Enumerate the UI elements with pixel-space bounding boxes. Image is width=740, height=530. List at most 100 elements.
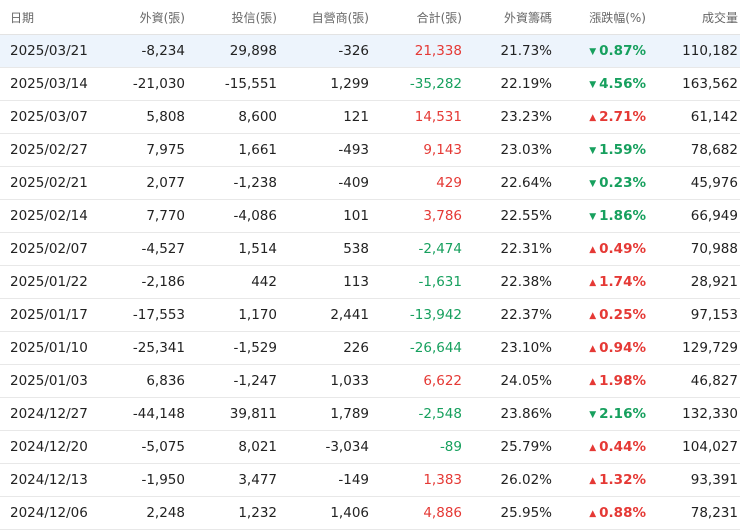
change-cell: ▲ 0.94%	[554, 331, 648, 365]
table-row[interactable]: 2025/01/10 -25,341 -1,529 226 -26,644 23.10% ▲…	[0, 331, 740, 365]
foreign-cell: -44,148	[100, 397, 187, 431]
total-cell: -89	[371, 430, 464, 464]
foreign-cell: -17,553	[100, 298, 187, 332]
date-cell: 2025/01/17	[0, 298, 100, 332]
table-row[interactable]: 2025/01/17 -17,553 1,170 2,441 -13,942 22.37%…	[0, 298, 740, 332]
foreign-ratio-cell: 22.38%	[464, 265, 554, 299]
table-row[interactable]: 2024/12/27 -44,148 39,811 1,789 -2,548 23.86%…	[0, 397, 740, 431]
table-row[interactable]: 2024/12/13 -1,950 3,477 -149 1,383 26.02% ▲ 1.3…	[0, 463, 740, 497]
table-row[interactable]: 2025/02/07 -4,527 1,514 538 -2,474 22.31% ▲ 0.4…	[0, 232, 740, 266]
volume-cell: 70,988	[648, 232, 740, 266]
change-cell: ▼ 2.16%	[554, 397, 648, 431]
total-cell: -26,644	[371, 331, 464, 365]
triangle-up-icon: ▲	[589, 245, 597, 255]
dealer-cell: 1,789	[279, 397, 371, 431]
change-cell: ▲ 1.32%	[554, 463, 648, 497]
trust-cell: 3,477	[187, 463, 279, 497]
volume-cell: 163,562	[648, 67, 740, 101]
foreign-cell: -21,030	[100, 67, 187, 101]
foreign-ratio-cell: 25.95%	[464, 496, 554, 530]
table-row[interactable]: 2025/02/21 2,077 -1,238 -409 429 22.64% ▼ 0.23%…	[0, 166, 740, 200]
triangle-up-icon: ▲	[589, 278, 597, 288]
triangle-down-icon: ▼	[589, 47, 597, 57]
date-cell: 2025/02/27	[0, 133, 100, 167]
foreign-cell: -4,527	[100, 232, 187, 266]
foreign-cell: 7,770	[100, 199, 187, 233]
change-value: 0.25%	[599, 307, 646, 323]
dealer-cell: 226	[279, 331, 371, 365]
header-date[interactable]: 日期	[0, 0, 100, 35]
trust-cell: 8,600	[187, 100, 279, 134]
header-row: 日期 外資(張) 投信(張) 自營商(張) 合計(張) 外資籌碼 漲跌幅(%) …	[0, 0, 740, 35]
trust-cell: 442	[187, 265, 279, 299]
total-cell: -1,631	[371, 265, 464, 299]
dealer-cell: 1,406	[279, 496, 371, 530]
table-row[interactable]: 2025/02/27 7,975 1,661 -493 9,143 23.03% ▼ 1.59…	[0, 133, 740, 167]
header-trust[interactable]: 投信(張)	[187, 0, 279, 35]
table-row[interactable]: 2025/03/14 -21,030 -15,551 1,299 -35,282 22.1…	[0, 67, 740, 101]
change-cell: ▲ 1.98%	[554, 364, 648, 398]
trust-cell: 1,170	[187, 298, 279, 332]
foreign-ratio-cell: 23.23%	[464, 100, 554, 134]
change-cell: ▼ 0.87%	[554, 34, 648, 68]
change-value: 4.56%	[599, 76, 646, 92]
volume-cell: 45,976	[648, 166, 740, 200]
header-total[interactable]: 合計(張)	[371, 0, 464, 35]
total-cell: 21,338	[371, 34, 464, 68]
foreign-cell: -8,234	[100, 34, 187, 68]
foreign-ratio-cell: 22.64%	[464, 166, 554, 200]
trust-cell: 1,232	[187, 496, 279, 530]
table-row[interactable]: 2024/12/06 2,248 1,232 1,406 4,886 25.95% ▲ 0.8…	[0, 496, 740, 530]
triangle-down-icon: ▼	[589, 146, 597, 156]
table-row[interactable]: 2025/01/03 6,836 -1,247 1,033 6,622 24.05% ▲ 1.…	[0, 364, 740, 398]
foreign-ratio-cell: 25.79%	[464, 430, 554, 464]
foreign-cell: -5,075	[100, 430, 187, 464]
date-cell: 2024/12/13	[0, 463, 100, 497]
table-row[interactable]: 2025/01/22 -2,186 442 113 -1,631 22.38% ▲ 1.74%…	[0, 265, 740, 299]
header-foreign[interactable]: 外資(張)	[100, 0, 187, 35]
trust-cell: -15,551	[187, 67, 279, 101]
foreign-cell: -2,186	[100, 265, 187, 299]
foreign-cell: 7,975	[100, 133, 187, 167]
change-value: 1.59%	[599, 142, 646, 158]
total-cell: -13,942	[371, 298, 464, 332]
volume-cell: 129,729	[648, 331, 740, 365]
volume-cell: 93,391	[648, 463, 740, 497]
foreign-ratio-cell: 22.55%	[464, 199, 554, 233]
dealer-cell: 2,441	[279, 298, 371, 332]
table-row[interactable]: 2025/03/21 -8,234 29,898 -326 21,338 21.73% ▼ 0…	[0, 34, 740, 68]
header-dealer[interactable]: 自營商(張)	[279, 0, 371, 35]
date-cell: 2025/01/03	[0, 364, 100, 398]
foreign-cell: 5,808	[100, 100, 187, 134]
change-value: 0.87%	[599, 43, 646, 59]
dealer-cell: 113	[279, 265, 371, 299]
header-foreign-ratio[interactable]: 外資籌碼	[464, 0, 554, 35]
change-cell: ▲ 2.71%	[554, 100, 648, 134]
header-volume[interactable]: 成交量	[648, 0, 740, 35]
change-value: 1.32%	[599, 472, 646, 488]
foreign-cell: -1,950	[100, 463, 187, 497]
total-cell: -2,548	[371, 397, 464, 431]
foreign-ratio-cell: 22.31%	[464, 232, 554, 266]
change-value: 0.49%	[599, 241, 646, 257]
triangle-down-icon: ▼	[589, 80, 597, 90]
triangle-down-icon: ▼	[589, 410, 597, 420]
dealer-cell: 1,299	[279, 67, 371, 101]
volume-cell: 110,182	[648, 34, 740, 68]
date-cell: 2025/01/22	[0, 265, 100, 299]
table-row[interactable]: 2025/03/07 5,808 8,600 121 14,531 23.23% ▲ 2.71…	[0, 100, 740, 134]
header-change[interactable]: 漲跌幅(%)	[554, 0, 648, 35]
change-cell: ▲ 1.74%	[554, 265, 648, 299]
dealer-cell: -326	[279, 34, 371, 68]
change-cell: ▲ 0.44%	[554, 430, 648, 464]
total-cell: -35,282	[371, 67, 464, 101]
trust-cell: 29,898	[187, 34, 279, 68]
table-row[interactable]: 2024/12/20 -5,075 8,021 -3,034 -89 25.79% ▲ 0.4…	[0, 430, 740, 464]
dealer-cell: -493	[279, 133, 371, 167]
volume-cell: 61,142	[648, 100, 740, 134]
volume-cell: 104,027	[648, 430, 740, 464]
date-cell: 2025/01/10	[0, 331, 100, 365]
foreign-ratio-cell: 22.19%	[464, 67, 554, 101]
table-row[interactable]: 2025/02/14 7,770 -4,086 101 3,786 22.55% ▼ 1.86…	[0, 199, 740, 233]
